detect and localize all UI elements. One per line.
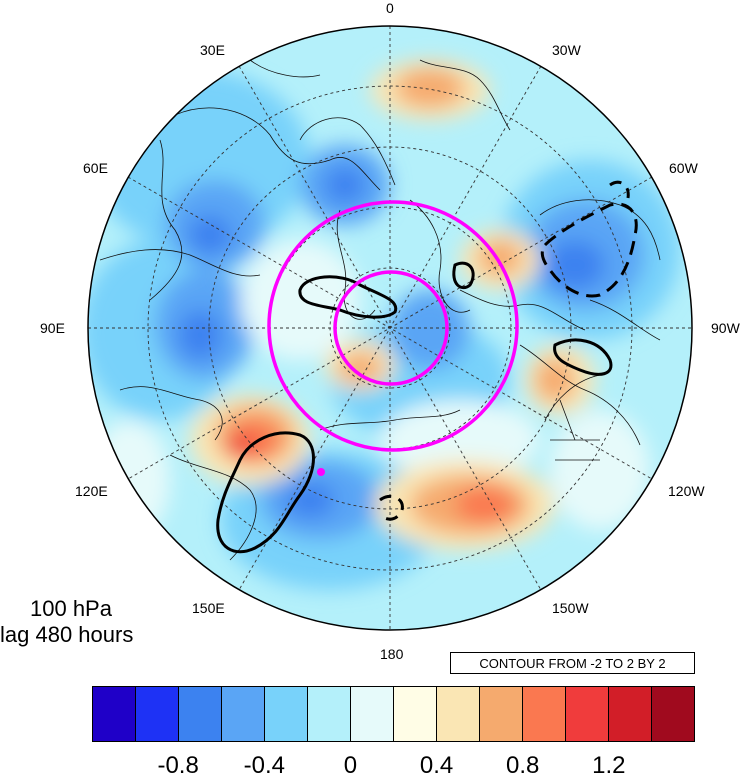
highlight-point (317, 468, 325, 476)
contour-info-box: CONTOUR FROM -2 TO 2 BY 2 (450, 652, 695, 674)
lon-label-90e: 90E (40, 320, 65, 336)
colorbar-box-4 (265, 687, 308, 741)
highlight-circles (267, 200, 519, 452)
lon-label-150w: 150W (552, 600, 589, 616)
lon-label-90w: 90W (711, 320, 740, 336)
level-label: 100 hPa (30, 596, 112, 621)
lon-label-150e: 150E (192, 600, 225, 616)
anomaly-contours (216, 180, 638, 554)
colorbar-box-3 (222, 687, 265, 741)
colorbar-box-5 (308, 687, 351, 741)
lon-label-60w: 60W (669, 160, 698, 176)
colorbar-box-12 (609, 687, 652, 741)
lon-label-60e: 60E (83, 160, 108, 176)
colorbar (92, 686, 695, 742)
colorbar-box-8 (437, 687, 480, 741)
colorbar-tick-label: 0 (343, 752, 358, 779)
lon-label-30e: 30E (200, 42, 225, 58)
colorbar-box-10 (523, 687, 566, 741)
lon-label-120w: 120W (668, 483, 705, 499)
map-boundary (87, 25, 693, 631)
lon-label-180: 180 (380, 646, 404, 662)
shaded-field (88, 26, 692, 630)
colorbar-tick-label: 0.4 (419, 752, 454, 779)
lag-label: lag 480 hours (0, 622, 134, 647)
colorbar-tick-label: 0.8 (506, 752, 540, 779)
colorbar-box-7 (394, 687, 437, 741)
colorbar-box-9 (480, 687, 523, 741)
lon-label-30w: 30W (552, 42, 581, 58)
colorbar-tick-label: 1.2 (592, 752, 626, 779)
coastlines (99, 59, 661, 561)
colorbar-box-2 (179, 687, 222, 741)
colorbar-tick-label: -0.8 (157, 752, 199, 779)
colorbar-box-1 (136, 687, 179, 741)
lon-label-120e: 120E (75, 483, 108, 499)
lon-label-0: 0 (386, 0, 394, 16)
colorbar-box-11 (566, 687, 609, 741)
polar-map (87, 25, 693, 631)
colorbar-box-13 (652, 687, 694, 741)
colorbar-box-0 (93, 687, 136, 741)
colorbar-tick-label: -0.4 (243, 752, 285, 779)
colorbar-box-6 (351, 687, 394, 741)
